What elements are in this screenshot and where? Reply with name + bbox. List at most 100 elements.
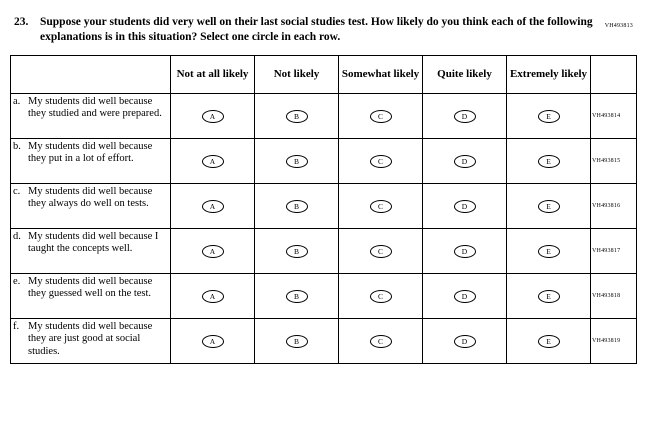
row-code: VH493814 (590, 92, 637, 139)
response-oval-e[interactable]: E (537, 109, 560, 123)
header-empty-corner (10, 54, 171, 94)
table-row-a: a. My students did well because they stud… (10, 92, 637, 139)
question-stem: 23. Suppose your students did very well … (14, 15, 605, 45)
likelihood-matrix-table: Not at all likely Not likely Somewhat li… (10, 54, 637, 364)
option-cell: E (506, 92, 591, 139)
row-prefix: f. (13, 320, 20, 332)
question-text: Suppose your students did very well on t… (40, 15, 605, 45)
response-oval-c[interactable]: C (369, 334, 392, 348)
row-statement: My students did well because they always… (28, 185, 153, 210)
option-cell: B (254, 137, 339, 184)
response-oval-a[interactable]: A (201, 154, 224, 168)
question-number: 23. (14, 16, 29, 28)
response-oval-c[interactable]: C (369, 199, 392, 213)
header-not-at-all-likely: Not at all likely (170, 54, 255, 94)
row-label-cell: e. My students did well because they gues… (10, 272, 171, 319)
option-cell: C (338, 92, 423, 139)
response-oval-b[interactable]: B (285, 154, 308, 168)
row-statement: My students did well because they studie… (28, 95, 162, 120)
row-prefix: c. (13, 185, 21, 197)
option-cell: C (338, 182, 423, 229)
response-oval-c[interactable]: C (369, 154, 392, 168)
question-text-post: circle in each row. (248, 30, 341, 43)
response-oval-b[interactable]: B (285, 109, 308, 123)
header-somewhat-likely: Somewhat likely (338, 54, 423, 94)
response-oval-a[interactable]: A (201, 289, 224, 303)
row-statement: My students did well because they guesse… (28, 275, 153, 300)
row-code: VH493818 (590, 272, 637, 319)
table-row-b: b. My students did well because they put … (10, 137, 637, 184)
option-cell: C (338, 137, 423, 184)
response-oval-b[interactable]: B (285, 199, 308, 213)
response-oval-c[interactable]: C (369, 289, 392, 303)
row-label-cell: a. My students did well because they stud… (10, 92, 171, 139)
response-oval-e[interactable]: E (537, 154, 560, 168)
option-cell: C (338, 317, 423, 364)
response-oval-e[interactable]: E (537, 334, 560, 348)
row-statement: My students did well because I taught th… (28, 230, 159, 255)
option-cell: D (422, 137, 507, 184)
response-oval-c[interactable]: C (369, 244, 392, 258)
row-code: VH493819 (590, 317, 637, 364)
row-statement: My students did well because they put in… (28, 140, 153, 165)
row-label-cell: b. My students did well because they put … (10, 137, 171, 184)
response-oval-a[interactable]: A (201, 244, 224, 258)
response-oval-b[interactable]: B (285, 244, 308, 258)
option-cell: B (254, 272, 339, 319)
table-row-f: f. My students did well because they are … (10, 317, 637, 364)
response-oval-a[interactable]: A (201, 199, 224, 213)
response-oval-d[interactable]: D (453, 244, 476, 258)
option-cell: A (170, 182, 255, 229)
response-oval-d[interactable]: D (453, 199, 476, 213)
table-row-e: e. My students did well because they gues… (10, 272, 637, 319)
row-prefix: d. (13, 230, 21, 242)
header-extremely-likely: Extremely likely (506, 54, 591, 94)
option-cell: D (422, 317, 507, 364)
header-empty-code (590, 54, 637, 94)
response-oval-d[interactable]: D (453, 289, 476, 303)
response-oval-a[interactable]: A (201, 109, 224, 123)
response-oval-b[interactable]: B (285, 334, 308, 348)
option-cell: B (254, 317, 339, 364)
option-cell: A (170, 92, 255, 139)
row-prefix: e. (13, 275, 21, 287)
row-code: VH493816 (590, 182, 637, 229)
table-row-c: c. My students did well because they alwa… (10, 182, 637, 229)
row-label-cell: f. My students did well because they are … (10, 317, 171, 364)
header-quite-likely: Quite likely (422, 54, 507, 94)
option-cell: D (422, 92, 507, 139)
response-oval-e[interactable]: E (537, 244, 560, 258)
option-cell: E (506, 317, 591, 364)
question-text-bold: one (231, 30, 249, 43)
option-cell: D (422, 182, 507, 229)
option-cell: B (254, 182, 339, 229)
option-cell: E (506, 227, 591, 274)
response-oval-d[interactable]: D (453, 334, 476, 348)
row-prefix: b. (13, 140, 21, 152)
option-cell: D (422, 227, 507, 274)
response-oval-e[interactable]: E (537, 199, 560, 213)
question-text-pre: Suppose your students did very well on t… (40, 16, 593, 43)
response-oval-c[interactable]: C (369, 109, 392, 123)
response-oval-a[interactable]: A (201, 334, 224, 348)
option-cell: E (506, 137, 591, 184)
header-not-likely: Not likely (254, 54, 339, 94)
row-label-cell: c. My students did well because they alwa… (10, 182, 171, 229)
option-cell: D (422, 272, 507, 319)
row-label-cell: d. My students did well because I taught … (10, 227, 171, 274)
option-cell: A (170, 317, 255, 364)
response-oval-d[interactable]: D (453, 109, 476, 123)
option-cell: C (338, 227, 423, 274)
option-cell: A (170, 227, 255, 274)
row-code: VH493815 (590, 137, 637, 184)
response-oval-e[interactable]: E (537, 289, 560, 303)
option-cell: E (506, 182, 591, 229)
accession-code: VH493813 (604, 23, 633, 29)
response-oval-b[interactable]: B (285, 289, 308, 303)
option-cell: A (170, 272, 255, 319)
option-cell: C (338, 272, 423, 319)
option-cell: A (170, 137, 255, 184)
header-row: Not at all likely Not likely Somewhat li… (10, 54, 637, 94)
row-code: VH493817 (590, 227, 637, 274)
response-oval-d[interactable]: D (453, 154, 476, 168)
